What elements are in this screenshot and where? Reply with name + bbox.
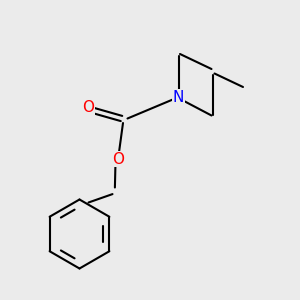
Text: N: N (173, 90, 184, 105)
Text: O: O (112, 152, 124, 166)
Text: O: O (82, 100, 94, 115)
